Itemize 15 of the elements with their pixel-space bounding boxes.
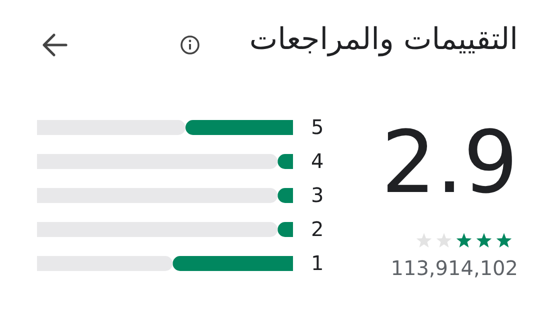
bar	[185, 120, 293, 135]
y-tick-label: 5	[311, 115, 324, 140]
bar	[37, 188, 278, 203]
y-tick-label: 1	[311, 251, 324, 276]
text: التقييمات والمراجعات	[249, 22, 518, 57]
text: 2.9	[381, 112, 518, 215]
text: 113,914,102	[390, 256, 518, 280]
y-tick-label: 3	[311, 183, 324, 208]
bar	[37, 256, 173, 271]
bar	[172, 256, 293, 271]
bar	[37, 120, 186, 135]
bar	[37, 222, 278, 237]
y-tick-label: 4	[311, 149, 324, 174]
bar	[37, 154, 278, 169]
y-tick-label: 2	[311, 217, 324, 242]
